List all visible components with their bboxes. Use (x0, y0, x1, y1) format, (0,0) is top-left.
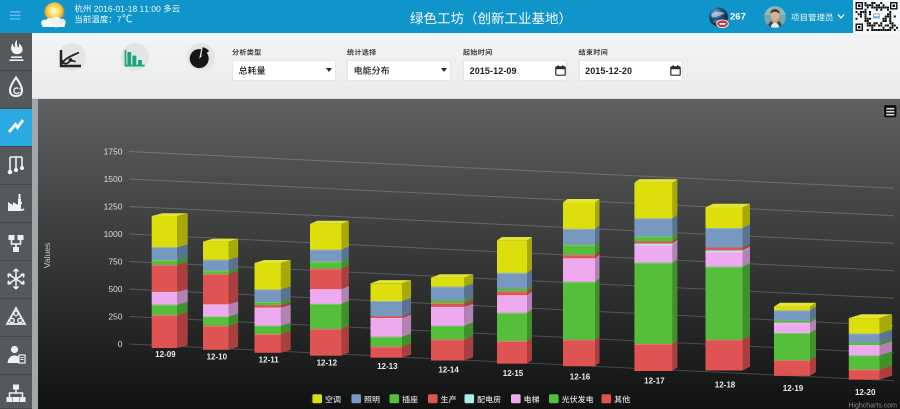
svg-text:12-11: 12-11 (259, 356, 280, 365)
svg-text:Values: Values (42, 243, 52, 268)
svg-text:12-13: 12-13 (377, 362, 398, 371)
svg-text:0: 0 (118, 339, 123, 349)
svg-text:12-16: 12-16 (570, 373, 591, 382)
svg-text:12-14: 12-14 (438, 365, 459, 374)
svg-text:12-12: 12-12 (317, 359, 338, 368)
svg-text:2015-12-20: 2015-12-20 (585, 66, 632, 76)
svg-text:500: 500 (108, 284, 122, 294)
svg-text:Highcharts.com: Highcharts.com (848, 403, 897, 409)
svg-text:12-09: 12-09 (155, 350, 176, 359)
svg-text:12-20: 12-20 (855, 388, 876, 397)
svg-text:12-19: 12-19 (783, 384, 804, 393)
svg-text:750: 750 (108, 256, 122, 266)
svg-text:1250: 1250 (104, 201, 123, 211)
svg-text:2015-12-09: 2015-12-09 (470, 66, 517, 76)
svg-text:1000: 1000 (104, 229, 123, 239)
svg-text:12-18: 12-18 (715, 381, 736, 390)
svg-text:12-15: 12-15 (503, 369, 524, 378)
svg-text:12-10: 12-10 (207, 353, 228, 362)
svg-text:1750: 1750 (104, 146, 123, 156)
svg-text:1500: 1500 (104, 174, 123, 184)
svg-text:250: 250 (108, 311, 122, 321)
svg-text:12-17: 12-17 (644, 377, 665, 386)
svg-text:267: 267 (730, 12, 746, 23)
